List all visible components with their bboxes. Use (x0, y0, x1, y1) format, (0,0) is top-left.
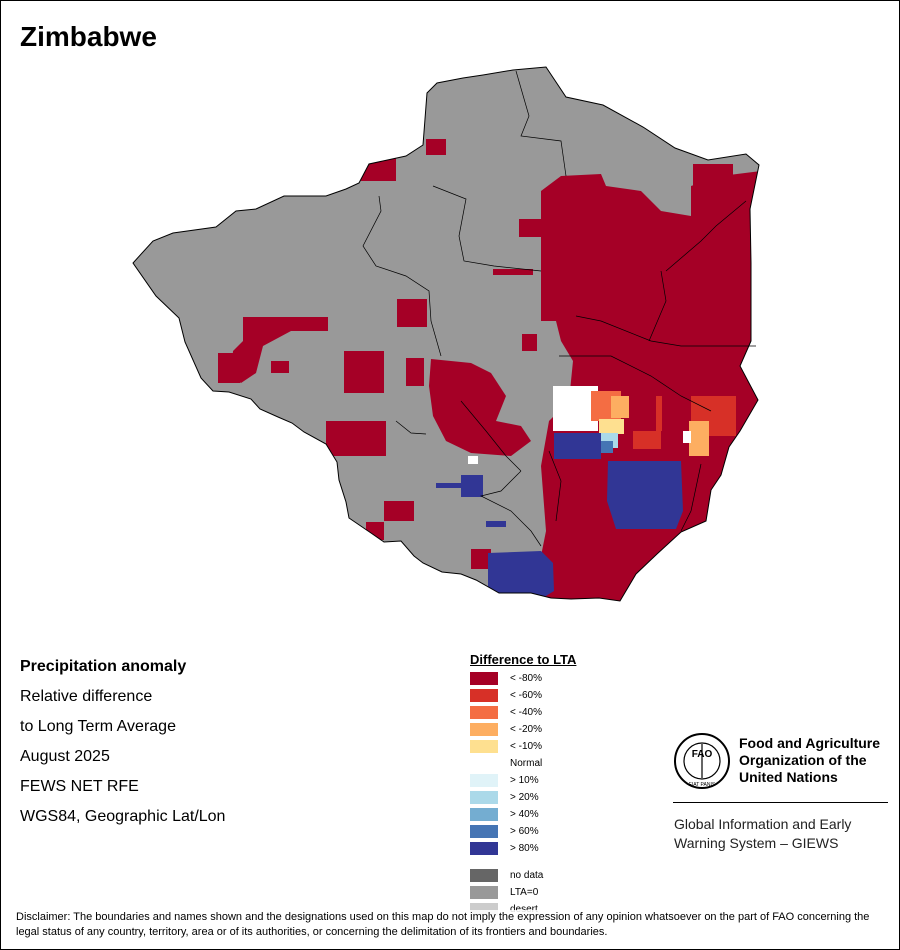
legend-item: < -80% (470, 671, 576, 688)
legend-label: > 80% (510, 843, 539, 854)
legend-item: LTA=0 (470, 885, 576, 902)
legend-label: > 40% (510, 809, 539, 820)
dry-patch (426, 139, 446, 155)
legend-swatch (470, 791, 498, 804)
legend-item: < -20% (470, 722, 576, 739)
legend-label: > 20% (510, 792, 539, 803)
legend-swatch (470, 886, 498, 899)
dry-patch (218, 353, 240, 383)
info-line: Relative difference (20, 688, 153, 705)
province-boundaries (362, 70, 756, 547)
dry-patch (397, 299, 427, 327)
legend: Difference to LTA < -80% < -60% < -40% < -2… (470, 652, 576, 919)
legend-swatch (470, 723, 498, 736)
normal-area (553, 386, 598, 431)
legend-label: desert (510, 903, 538, 916)
legend-swatch (470, 740, 498, 753)
dry-patch (271, 361, 289, 373)
legend-swatch (470, 672, 498, 685)
wet-anomaly-over-80 (436, 483, 461, 488)
legend-item: > 60% (470, 824, 576, 841)
legend-item: > 80% (470, 841, 576, 858)
dry-patch (344, 351, 384, 393)
dry-patch (406, 358, 424, 386)
anomaly-minus-10 (599, 419, 624, 434)
map-info-block: Precipitation anomaly Relative differenc… (20, 656, 225, 836)
normal-area (683, 431, 691, 443)
info-period: August 2025 (20, 748, 110, 765)
legend-label: no data (510, 870, 544, 881)
wet-anomaly-over-80 (554, 433, 601, 459)
legend-swatch (470, 689, 498, 702)
wet-anomaly-over-80 (486, 521, 506, 527)
anomaly-minus-60 (633, 431, 661, 449)
dry-patch (326, 421, 386, 456)
map-title: Zimbabwe (20, 21, 157, 52)
central-dry-patch (429, 359, 531, 456)
dry-patch (519, 219, 541, 237)
west-dry-patch (231, 317, 328, 383)
wet-anomaly-over-80 (488, 551, 554, 599)
legend-label: < -40% (510, 707, 542, 718)
anomaly-plus-60 (601, 441, 613, 453)
fao-logo-icon: FAO FIAT PANIS (674, 733, 730, 789)
zimbabwe-map (132, 66, 760, 602)
legend-label: Normal (510, 758, 543, 769)
legend-swatch (470, 757, 498, 770)
divider (673, 802, 888, 803)
wet-anomaly-over-80 (607, 461, 683, 529)
east-dry-anomaly (541, 171, 759, 601)
dry-patch (493, 269, 533, 275)
wet-anomaly-over-80 (461, 475, 483, 497)
legend-label: LTA=0 (510, 887, 539, 898)
dry-patch (522, 334, 537, 351)
anomaly-minus-20 (689, 421, 709, 456)
anomaly-minus-60 (656, 396, 662, 431)
legend-label: < -20% (510, 724, 542, 735)
legend-item: > 10% (470, 773, 576, 790)
dry-patch (471, 549, 491, 569)
info-heading: Precipitation anomaly (20, 658, 187, 675)
legend-label: > 60% (510, 826, 539, 837)
dry-patch (693, 164, 733, 194)
svg-text:FIAT PANIS: FIAT PANIS (689, 782, 716, 788)
legend-swatch (470, 869, 498, 882)
legend-label: > 10% (510, 775, 539, 786)
legend-swatch (470, 825, 498, 838)
legend-items: < -80% < -60% < -40% < -20% < -10% Normal > 10… (470, 671, 576, 858)
legend-swatch (470, 808, 498, 821)
legend-swatch (470, 706, 498, 719)
info-source: FEWS NET RFE (20, 778, 139, 795)
legend-label: < -80% (510, 673, 542, 684)
info-line: to Long Term Average (20, 718, 176, 735)
normal-area (468, 456, 478, 464)
legend-label: < -60% (510, 690, 542, 701)
legend-label: < -10% (510, 741, 542, 752)
legend-item: no data (470, 868, 576, 885)
dry-patch (384, 501, 414, 521)
legend-item: Normal (470, 756, 576, 773)
disclaimer: Disclaimer: The boundaries and names sho… (16, 910, 886, 940)
info-projection: WGS84, Geographic Lat/Lon (20, 808, 226, 825)
fao-organization-name: Food and Agriculture Organization of the… (739, 735, 881, 785)
giews-name: Global Information and Early Warning Sys… (674, 816, 852, 851)
legend-title: Difference to LTA (470, 652, 577, 667)
national-border (132, 66, 760, 602)
legend-item: > 20% (470, 790, 576, 807)
legend-swatch (470, 842, 498, 855)
svg-text:FAO: FAO (692, 749, 713, 760)
legend-item: < -60% (470, 688, 576, 705)
legend-item: > 40% (470, 807, 576, 824)
legend-item: < -10% (470, 739, 576, 756)
legend-swatch (470, 774, 498, 787)
legend-item: < -40% (470, 705, 576, 722)
anomaly-minus-20 (611, 396, 629, 418)
